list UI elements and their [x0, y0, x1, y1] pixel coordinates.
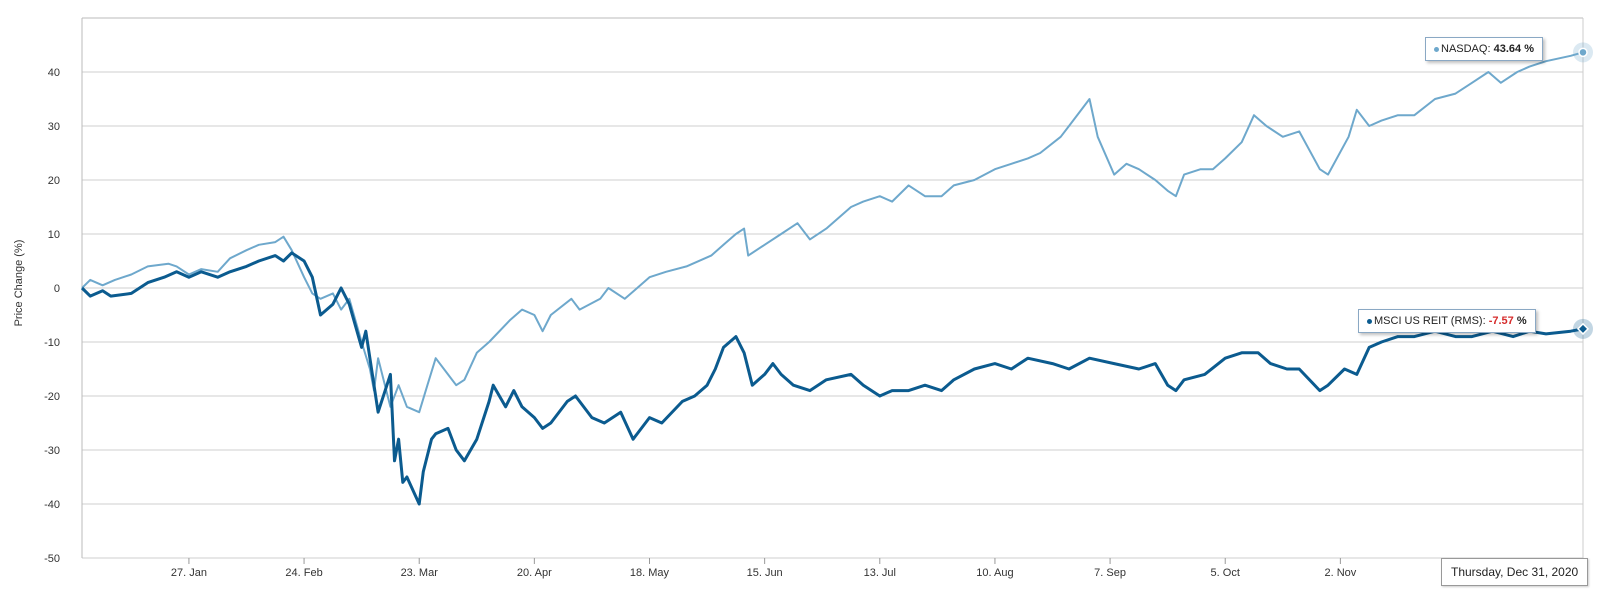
x-tick-label: 2. Nov: [1324, 567, 1356, 579]
series-line-1[interactable]: [80, 251, 1584, 506]
y-axis-ticks: 40 30 20 10 0 -10 -20 -30 -40 -50: [44, 67, 60, 565]
y-tick-label: 30: [48, 121, 60, 133]
series-end-point-0[interactable]: [1578, 47, 1588, 58]
y-axis-label: Price Change (%): [13, 240, 25, 327]
y-tick-label: -10: [44, 337, 60, 349]
series-line-0[interactable]: [81, 51, 1584, 414]
tooltip-reit-value: -7.57: [1488, 315, 1514, 327]
x-tick-label: 23. Mar: [401, 567, 439, 579]
y-tick-label: -30: [44, 445, 60, 457]
nasdaq-legend-dot: [1434, 46, 1439, 52]
x-tick-label: 27. Jan: [171, 567, 207, 579]
tooltip-nasdaq-value: 43.64: [1493, 43, 1522, 55]
x-tick-label: 15. Jun: [747, 567, 783, 579]
y-tick-label: 10: [48, 229, 60, 241]
y-tick-label: 20: [48, 175, 60, 187]
x-tick-label: 24. Feb: [285, 567, 322, 579]
reit-legend-dot: [1367, 318, 1372, 324]
tooltip-reit: MSCI US REIT (RMS): -7.57 %: [1358, 309, 1536, 333]
tooltip-nasdaq-unit: %: [1524, 43, 1534, 55]
series-end-markers[interactable]: [1573, 42, 1593, 339]
tooltip-reit-name: MSCI US REIT (RMS): [1374, 315, 1483, 327]
tooltip-nasdaq: NASDAQ: 43.64 %: [1425, 37, 1543, 61]
x-tick-label: 13. Jul: [864, 567, 896, 579]
x-tick-label: 7. Sep: [1094, 567, 1126, 579]
grid-lines: [81, 17, 1583, 559]
tooltip-reit-unit: %: [1516, 315, 1527, 327]
tooltip-nasdaq-name: NASDAQ: [1441, 43, 1488, 55]
series-lines[interactable]: [80, 51, 1584, 506]
series-end-point-1[interactable]: [1576, 322, 1590, 335]
y-tick-label: -20: [44, 391, 60, 403]
y-tick-label: 40: [48, 67, 60, 79]
x-tick-label: 5. Oct: [1211, 567, 1240, 579]
x-tick-label: 20. Apr: [517, 567, 552, 579]
crosshair-date-label: Thursday, Dec 31, 2020: [1441, 558, 1589, 586]
y-tick-label: -40: [44, 499, 60, 511]
y-tick-label: -50: [44, 553, 60, 565]
y-tick-label: 0: [54, 283, 60, 295]
x-tick-label: 18. May: [630, 567, 670, 579]
x-tick-label: 10. Aug: [976, 567, 1013, 579]
x-axis-ticks: 27. Jan 24. Feb 23. Mar 20. Apr 18. May 15. J…: [171, 558, 1462, 579]
